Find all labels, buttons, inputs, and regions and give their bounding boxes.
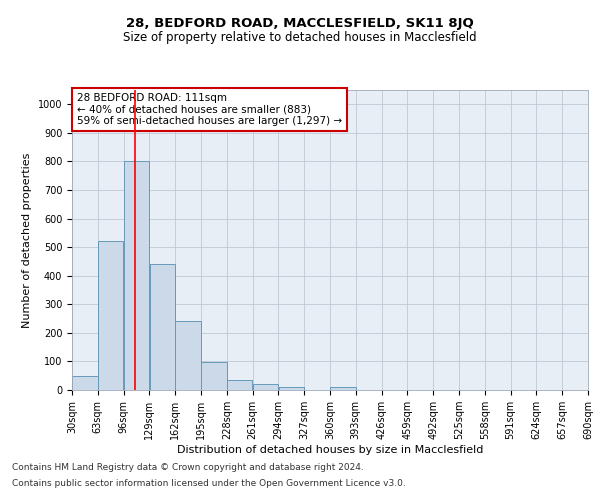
Bar [72,376,98,390]
Text: Contains public sector information licensed under the Open Government Licence v3: Contains public sector information licen… [12,478,406,488]
Text: Size of property relative to detached houses in Macclesfield: Size of property relative to detached ho… [123,31,477,44]
Bar [124,162,149,390]
X-axis label: Distribution of detached houses by size in Macclesfield: Distribution of detached houses by size … [177,445,483,455]
Text: 28, BEDFORD ROAD, MACCLESFIELD, SK11 8JQ: 28, BEDFORD ROAD, MACCLESFIELD, SK11 8JQ [126,18,474,30]
Bar [98,242,124,390]
Bar [149,264,175,390]
Bar [175,322,201,390]
Bar [201,362,227,390]
Bar [278,387,304,390]
Text: Contains HM Land Registry data © Crown copyright and database right 2024.: Contains HM Land Registry data © Crown c… [12,464,364,472]
Y-axis label: Number of detached properties: Number of detached properties [22,152,32,328]
Bar [253,384,278,390]
Bar [330,387,356,390]
Bar [227,380,253,390]
Text: 28 BEDFORD ROAD: 111sqm
← 40% of detached houses are smaller (883)
59% of semi-d: 28 BEDFORD ROAD: 111sqm ← 40% of detache… [77,93,342,126]
